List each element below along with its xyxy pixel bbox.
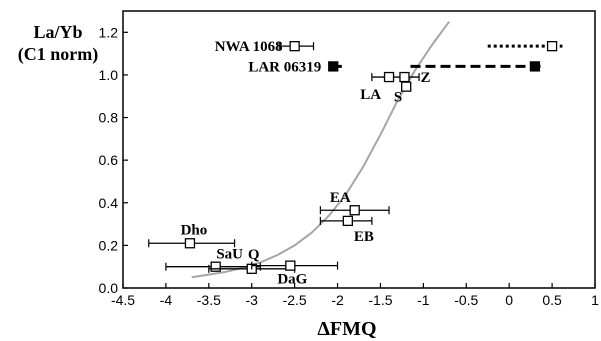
point-label: SaU: [216, 247, 243, 263]
y-tick-label: 0.0: [99, 280, 119, 296]
x-tick-label: -1: [417, 292, 430, 308]
y-tick-label: 1.2: [99, 24, 119, 40]
data-point: [399, 71, 410, 83]
data-point: [383, 71, 395, 83]
y-axis-label-line2: (C1 norm): [18, 44, 98, 65]
data-point: [546, 41, 558, 52]
x-tick-label: -3.5: [197, 292, 221, 308]
y-tick-label: 0.6: [99, 152, 119, 168]
plot-area: -4.5 -4 -3.5 -3 -2.5 -2 -1.5 -1 -0.5 0 0.5 1 0.0 0.2 0…: [99, 10, 599, 308]
data-point: [289, 41, 300, 52]
data-point: [210, 261, 221, 272]
data-point: [285, 260, 296, 271]
x-axis-label: ΔFMQ: [317, 318, 376, 340]
point-label: EB: [354, 229, 374, 245]
point-label: Z: [420, 70, 430, 86]
x-tick-label: 0.5: [542, 292, 562, 308]
point-label: LAR 06319: [248, 59, 321, 75]
point-label: S: [394, 90, 402, 106]
x-tick-label: -4: [160, 292, 173, 308]
x-tick-label: -2.5: [283, 292, 307, 308]
point-label: LA: [360, 87, 381, 103]
x-tick-label: 1: [591, 292, 599, 308]
data-point: [401, 81, 412, 92]
x-tick-label: -4.5: [111, 292, 135, 308]
y-tick-label: 0.8: [99, 110, 119, 126]
point-label: NWA 1068: [215, 39, 283, 55]
point-label: DaG: [277, 272, 307, 288]
y-tick-label: 1.0: [99, 67, 119, 83]
data-point: [342, 215, 353, 227]
point-label: EA: [330, 190, 351, 206]
data-point: [529, 61, 541, 72]
plot-frame: [122, 10, 596, 289]
x-tick-label: -2: [331, 292, 344, 308]
x-tick-label: -1.5: [368, 292, 392, 308]
point-label: Dho: [181, 222, 208, 238]
data-point: [184, 238, 196, 249]
data-point: [349, 205, 360, 216]
x-tick-label: 0: [505, 292, 513, 308]
y-tick-label: 0.2: [99, 237, 119, 253]
point-label: Q: [248, 247, 260, 263]
y-tick-label: 0.4: [99, 195, 119, 211]
x-tick-label: -0.5: [454, 292, 478, 308]
data-point: [328, 61, 339, 72]
x-tick-label: -3: [246, 292, 259, 308]
y-axis-label-line1: La/Yb: [33, 22, 82, 42]
